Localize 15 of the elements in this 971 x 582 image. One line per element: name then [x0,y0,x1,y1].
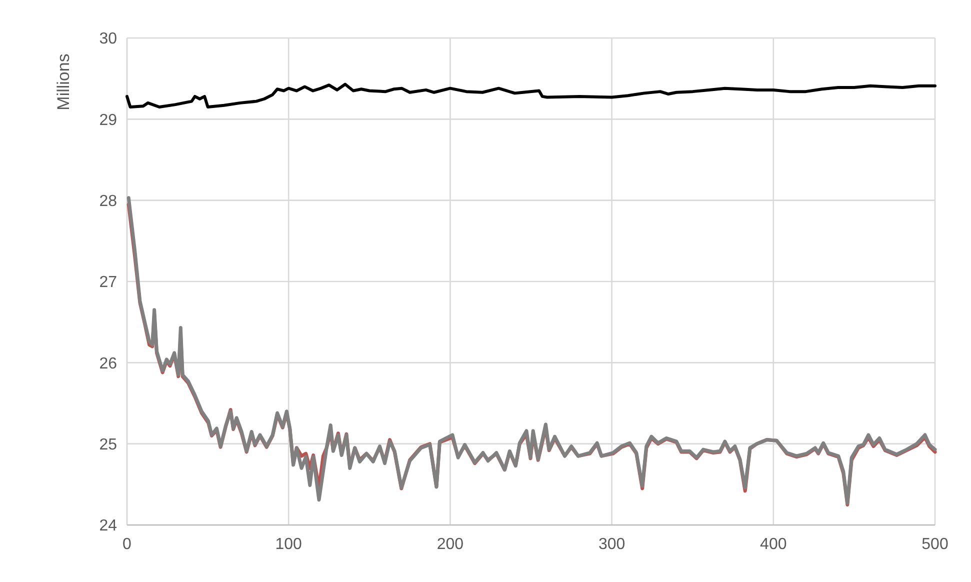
y-axis-title: Millions [54,54,73,110]
y-tick-label: 29 [99,112,118,129]
y-tick-label: 24 [99,518,118,535]
x-tick-label: 100 [275,536,302,553]
x-tick-label: 400 [760,536,787,553]
x-tick-label: 200 [436,536,464,553]
x-tick-label: 300 [598,536,626,553]
x-tick-label: 0 [122,536,132,553]
line-series [126,82,936,108]
y-tick-label: 30 [99,30,118,48]
y-tick-label: 28 [99,192,118,210]
y-tick-label: 27 [99,274,118,292]
x-tick-label: 500 [922,536,948,553]
y-tick-label: 25 [99,436,118,454]
y-tick-label: 26 [99,355,118,372]
